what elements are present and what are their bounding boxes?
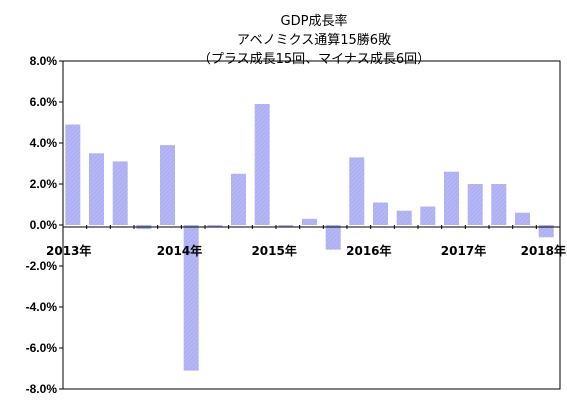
bar-20 <box>515 212 530 225</box>
y-tick-label: 4.0% <box>30 136 58 150</box>
bar-9 <box>254 104 270 225</box>
chart-title-line-1: GDP成長率 <box>281 13 348 29</box>
y-tick-label: -2.0% <box>26 259 58 273</box>
bar-12 <box>325 225 341 250</box>
y-tick-label: 8.0% <box>30 54 58 68</box>
x-tick-label: 2018年 <box>521 243 566 258</box>
bar-16 <box>420 206 436 225</box>
bar-10 <box>278 225 294 227</box>
bar-7 <box>207 225 223 227</box>
y-axis-ticks: 8.0% 6.0% 4.0% 2.0% 0.0% -2.0% -4.0% -6.0% -8.0% <box>26 54 63 396</box>
chart-title-line-2: アベノミクス通算15勝6敗 <box>237 33 391 48</box>
bar-2 <box>89 153 104 226</box>
bar-1 <box>65 124 81 225</box>
y-tick-label: -6.0% <box>26 341 58 355</box>
bar-11 <box>302 218 317 225</box>
y-tick-label: 0.0% <box>30 218 58 232</box>
chart-title-line-3: （プラス成長15回、マイナス成長6回） <box>198 52 430 67</box>
bar-8 <box>231 173 246 226</box>
bar-19 <box>491 184 507 225</box>
bar-6 <box>183 225 199 371</box>
x-tick-label: 2016年 <box>346 243 391 258</box>
bar-17 <box>444 171 459 225</box>
bar-5 <box>160 145 175 225</box>
y-tick-label: 2.0% <box>30 177 58 191</box>
bar-3 <box>112 161 128 225</box>
y-tick-label: -4.0% <box>26 300 58 314</box>
bar-series <box>65 104 554 371</box>
x-tick-label: 2013年 <box>46 243 91 258</box>
bar-21 <box>538 225 554 238</box>
bar-14 <box>373 202 388 225</box>
y-tick-label: 6.0% <box>30 95 58 109</box>
y-tick-label: -8.0% <box>26 382 58 396</box>
x-axis-ticks: 2013年 2014年 2015年 2016年 2017年 2018年 <box>46 225 566 258</box>
x-tick-label: 2017年 <box>441 243 486 258</box>
bar-18 <box>467 184 483 225</box>
x-tick-label: 2014年 <box>157 243 202 258</box>
bar-15 <box>396 210 412 225</box>
x-tick-label: 2015年 <box>251 243 296 258</box>
bar-13 <box>349 157 365 225</box>
